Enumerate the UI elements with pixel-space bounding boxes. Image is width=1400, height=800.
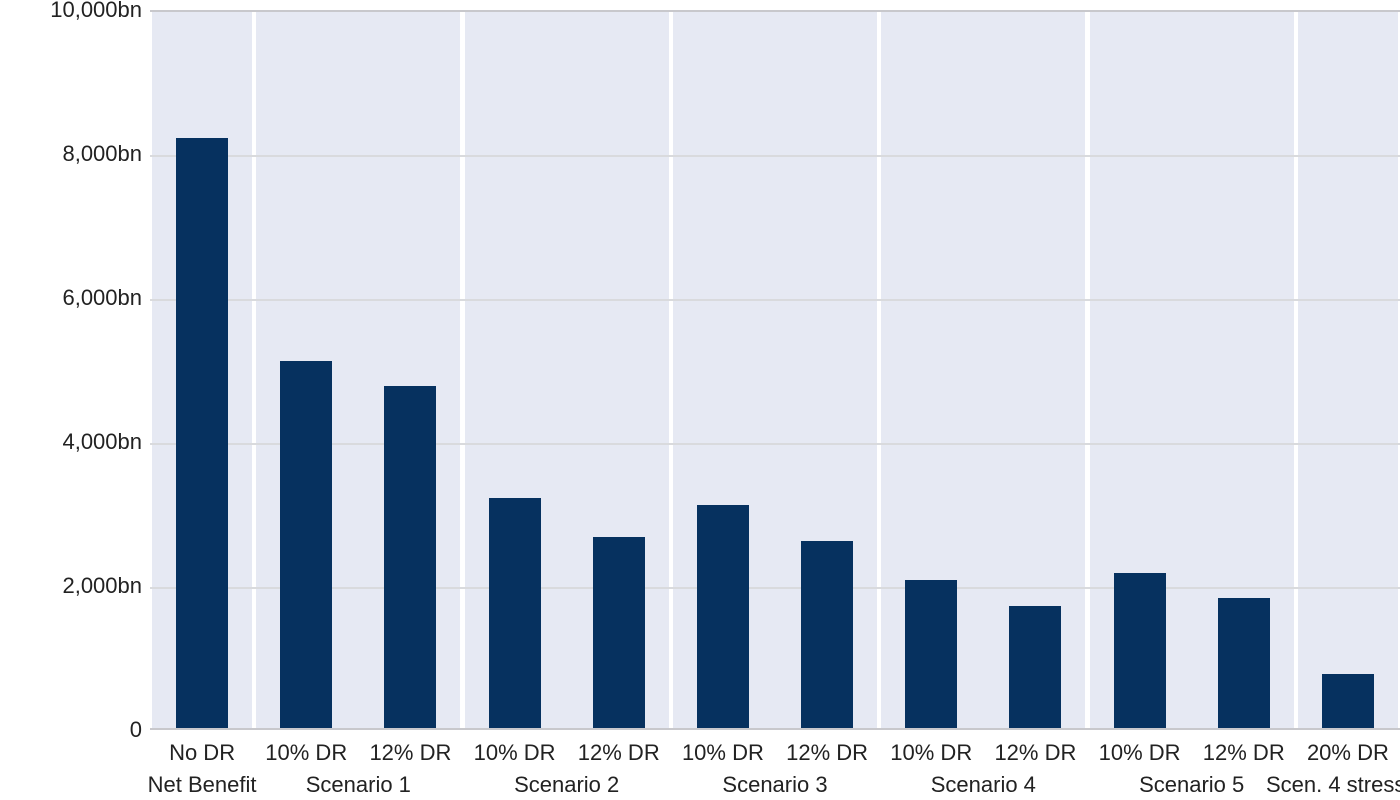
x-tick-label: 10% DR bbox=[474, 740, 556, 766]
x-tick-label: 12% DR bbox=[994, 740, 1076, 766]
y-tick-label: 8,000bn bbox=[2, 141, 142, 167]
bar bbox=[1009, 606, 1061, 728]
group-background bbox=[1298, 12, 1398, 728]
x-tick-label: 10% DR bbox=[682, 740, 764, 766]
bar-chart-plot-area bbox=[150, 10, 1400, 730]
x-tick-label: No DR bbox=[169, 740, 235, 766]
gridline bbox=[150, 587, 1400, 589]
bar bbox=[1114, 573, 1166, 728]
x-tick-label: 12% DR bbox=[369, 740, 451, 766]
group-label: Scenario 3 bbox=[722, 772, 827, 798]
x-tick-label: 10% DR bbox=[1099, 740, 1181, 766]
gridline bbox=[150, 443, 1400, 445]
y-tick-label: 4,000bn bbox=[2, 429, 142, 455]
y-tick-label: 6,000bn bbox=[2, 285, 142, 311]
bar bbox=[1322, 674, 1374, 728]
x-tick-label: 10% DR bbox=[890, 740, 972, 766]
y-tick-label: 10,000bn bbox=[2, 0, 142, 23]
bar bbox=[1218, 598, 1270, 728]
bar bbox=[905, 580, 957, 728]
bar bbox=[593, 537, 645, 728]
y-tick-label: 0 bbox=[2, 717, 142, 743]
y-tick-label: 2,000bn bbox=[2, 573, 142, 599]
x-tick-label: 12% DR bbox=[578, 740, 660, 766]
x-tick-label: 12% DR bbox=[1203, 740, 1285, 766]
x-tick-label: 12% DR bbox=[786, 740, 868, 766]
bar bbox=[801, 541, 853, 728]
x-tick-label: 20% DR bbox=[1307, 740, 1389, 766]
group-label: Net Benefit bbox=[148, 772, 257, 798]
bar bbox=[280, 361, 332, 728]
group-label: Scenario 1 bbox=[306, 772, 411, 798]
bar bbox=[489, 498, 541, 728]
gridline bbox=[150, 299, 1400, 301]
x-tick-label: 10% DR bbox=[265, 740, 347, 766]
group-label: Scen. 4 stressed bbox=[1266, 772, 1400, 798]
bar bbox=[384, 386, 436, 728]
group-label: Scenario 5 bbox=[1139, 772, 1244, 798]
group-label: Scenario 4 bbox=[931, 772, 1036, 798]
bar bbox=[697, 505, 749, 728]
gridline bbox=[150, 155, 1400, 157]
group-label: Scenario 2 bbox=[514, 772, 619, 798]
bar bbox=[176, 138, 228, 728]
